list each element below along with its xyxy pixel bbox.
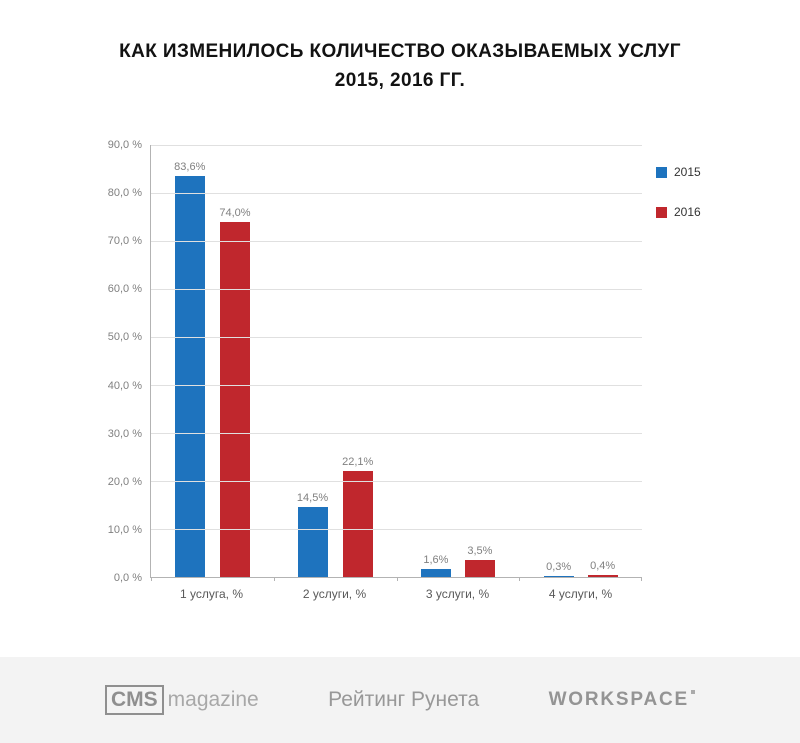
- bar-value-label: 0,4%: [590, 560, 616, 573]
- bar-2016: [587, 575, 618, 577]
- bar-column-2016: 22,1%: [342, 145, 373, 577]
- bar-group: 83,6% 74,0%: [151, 145, 274, 577]
- bar-value-label: 14,5%: [296, 492, 329, 505]
- gridline: [151, 529, 642, 530]
- bar-group: 14,5% 22,1%: [274, 145, 397, 577]
- x-category-label: 3 услуги, %: [425, 587, 490, 601]
- x-axis-labels: 1 услуга, % 2 услуги, % 3 услуги, % 4 услуг…: [150, 587, 642, 601]
- bar-value-label: 3,5%: [467, 545, 493, 558]
- plot-area: 83,6% 74,0% 14,5% 22,1% 1,6% 3,5% 0,3% 0,4%: [150, 145, 642, 581]
- bar-column-2015: 1,6%: [420, 145, 451, 577]
- bar-2016: [464, 560, 495, 577]
- legend-swatch: [656, 206, 667, 218]
- bar-2015: [543, 575, 574, 577]
- x-category-label: 1 услуга, %: [180, 587, 243, 601]
- y-tick-label: 60,0 %: [107, 283, 142, 296]
- y-axis: 90,0 % 80,0 % 70,0 % 60,0 % 50,0 % 40,0 % 30,0…: [88, 139, 150, 584]
- workspace-logo-mark: [690, 690, 695, 694]
- chart-title: КАК ИЗМЕНИЛОСЬ КОЛИЧЕСТВО ОКАЗЫВАЕМЫХ УС…: [0, 38, 800, 95]
- legend: 2015 2016: [656, 165, 701, 578]
- y-tick-label: 0,0 %: [113, 572, 142, 584]
- x-axis-tick: [519, 577, 521, 581]
- legend-label: 2016: [674, 205, 701, 219]
- gridline: [151, 145, 642, 146]
- bar-value-label: 0,3%: [546, 560, 572, 573]
- bar-value-label: 74,0%: [219, 206, 251, 219]
- workspace-logo-text: WORKSPACE: [548, 689, 689, 710]
- bar-column-2015: 14,5%: [297, 145, 328, 577]
- gridline: [151, 193, 642, 194]
- y-tick-label: 10,0 %: [107, 523, 142, 536]
- chart-title-line2: 2015, 2016 ГГ.: [334, 69, 466, 91]
- y-tick-label: 80,0 %: [107, 187, 142, 200]
- gridline: [151, 288, 642, 290]
- legend-item-2015: 2015: [656, 165, 701, 179]
- x-axis-tick: [273, 577, 275, 581]
- bar-group: 1,6% 3,5%: [397, 145, 520, 577]
- bar-column-2015: 0,3%: [543, 145, 574, 577]
- bar-2015: [174, 175, 205, 577]
- cms-magazine-logo: CMS magazine: [105, 684, 259, 716]
- bar-column-2016: 74,0%: [219, 145, 251, 577]
- gridline: [151, 241, 642, 242]
- gridline: [151, 432, 642, 434]
- bar-column-2016: 3,5%: [464, 145, 495, 577]
- x-category-label: 2 услуги, %: [302, 587, 367, 601]
- x-axis-tick: [396, 577, 398, 581]
- bar-column-2015: 83,6%: [174, 145, 205, 577]
- bar-groups: 83,6% 74,0% 14,5% 22,1% 1,6% 3,5% 0,3% 0,4%: [151, 145, 642, 577]
- bar-group: 0,3% 0,4%: [519, 145, 642, 577]
- y-tick-label: 50,0 %: [107, 331, 142, 344]
- bar-2016: [219, 221, 250, 577]
- chart-title-line1: КАК ИЗМЕНИЛОСЬ КОЛИЧЕСТВО ОКАЗЫВАЕМЫХ УС…: [119, 41, 681, 62]
- gridline: [151, 337, 642, 338]
- bar-value-label: 1,6%: [423, 554, 449, 567]
- bar-2015: [297, 507, 328, 577]
- chart-area: 90,0 % 80,0 % 70,0 % 60,0 % 50,0 % 40,0 % 30,0…: [0, 139, 800, 584]
- y-tick-label: 30,0 %: [107, 427, 142, 440]
- x-axis-tick: [151, 577, 152, 581]
- y-tick-label: 70,0 %: [107, 235, 142, 248]
- bar-column-2016: 0,4%: [587, 145, 618, 577]
- legend-swatch: [656, 166, 667, 178]
- y-tick-label: 90,0 %: [107, 139, 142, 151]
- rating-runeta-logo: Рейтинг Рунета: [328, 688, 480, 711]
- x-category-label: 4 услуги, %: [548, 587, 613, 601]
- y-tick-label: 20,0 %: [107, 475, 142, 488]
- legend-label: 2015: [674, 165, 701, 179]
- x-axis-tick: [641, 577, 642, 581]
- footer-logos: CMS magazine Рейтинг Рунета WORKSPACE: [0, 657, 800, 743]
- workspace-logo: WORKSPACE: [549, 689, 695, 711]
- gridline: [151, 481, 642, 482]
- cms-logo-text: magazine: [167, 688, 259, 711]
- bar-2015: [420, 569, 451, 577]
- bar-value-label: 83,6%: [174, 160, 206, 173]
- gridline: [151, 385, 642, 386]
- bar-2016: [342, 470, 373, 577]
- cms-logo-box: CMS: [105, 684, 164, 716]
- legend-item-2016: 2016: [656, 205, 701, 219]
- bar-value-label: 22,1%: [342, 455, 374, 468]
- y-tick-label: 40,0 %: [107, 379, 142, 392]
